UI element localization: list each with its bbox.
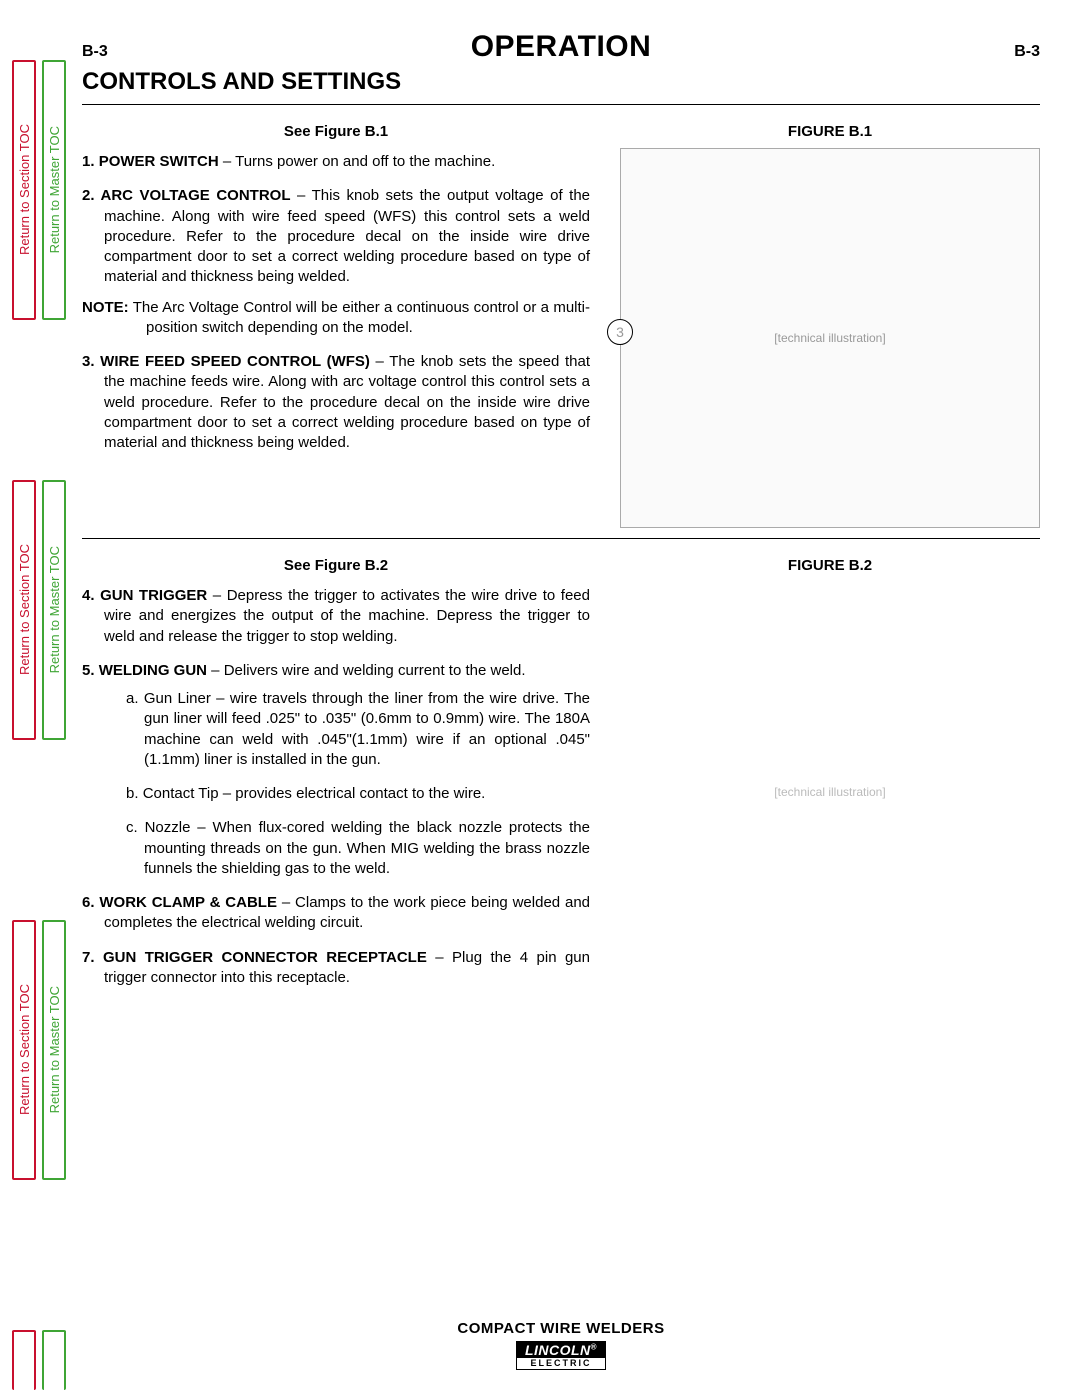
page-number-right: B-3 <box>1014 43 1040 61</box>
tab-label: Return to Section TOC <box>17 984 32 1115</box>
sub-gun-liner: a. Gun Liner – wire travels through the … <box>104 689 590 770</box>
tab-label: Return to Master TOC <box>47 986 62 1113</box>
return-section-toc-link[interactable]: Return to Section TOC <box>12 920 36 1180</box>
return-master-toc-link[interactable] <box>42 1330 66 1390</box>
tab-label: Return to Section TOC <box>17 544 32 675</box>
section-1-text: See Figure B.1 1. POWER SWITCH – Turns p… <box>82 123 590 528</box>
item-gun-trigger-receptacle: 7. GUN TRIGGER CONNECTOR RECEPTACLE – Pl… <box>82 948 590 989</box>
item-power-switch: 1. POWER SWITCH – Turns power on and off… <box>82 152 590 172</box>
arc-voltage-note: NOTE: The Arc Voltage Control will be ei… <box>82 298 590 339</box>
item-welding-gun: 5. WELDING GUN – Delivers wire and weldi… <box>82 661 590 879</box>
figure-b2-image: [technical illustration] <box>620 582 1040 1002</box>
return-section-toc-link[interactable] <box>12 1330 36 1390</box>
footer-product: COMPACT WIRE WELDERS <box>82 1320 1040 1337</box>
tab-label <box>17 1359 32 1363</box>
return-master-toc-link[interactable]: Return to Master TOC <box>42 480 66 740</box>
tab-label <box>47 1359 62 1363</box>
section-subtitle: CONTROLS AND SETTINGS <box>82 68 1040 96</box>
page-content: B-3 OPERATION B-3 CONTROLS AND SETTINGS … <box>82 30 1040 1002</box>
section-2-text: See Figure B.2 4. GUN TRIGGER – Depress … <box>82 557 590 1002</box>
section-2: See Figure B.2 4. GUN TRIGGER – Depress … <box>82 557 1040 1002</box>
divider <box>82 104 1040 105</box>
figure-b1-column: FIGURE B.1 [technical illustration] 3 <box>620 123 1040 528</box>
see-figure-b2: See Figure B.2 <box>82 557 590 574</box>
item-gun-trigger: 4. GUN TRIGGER – Depress the trigger to … <box>82 586 590 647</box>
return-master-toc-link[interactable]: Return to Master TOC <box>42 60 66 320</box>
return-master-toc-link[interactable]: Return to Master TOC <box>42 920 66 1180</box>
page-header: B-3 OPERATION B-3 <box>82 30 1040 64</box>
figure-b2-column: FIGURE B.2 [technical illustration] <box>620 557 1040 1002</box>
divider <box>82 538 1040 539</box>
side-tab-container: Return to Section TOC Return to Master T… <box>12 0 68 1397</box>
tab-label: Return to Master TOC <box>47 546 62 673</box>
figure-b1-label: FIGURE B.1 <box>620 123 1040 140</box>
see-figure-b1: See Figure B.1 <box>82 123 590 140</box>
tab-label: Return to Master TOC <box>47 126 62 253</box>
figure-b2-label: FIGURE B.2 <box>620 557 1040 574</box>
main-title: OPERATION <box>471 30 652 64</box>
sub-nozzle: c. Nozzle – When flux-cored welding the … <box>104 818 590 879</box>
item-wire-feed-speed: 3. WIRE FEED SPEED CONTROL (WFS) – The k… <box>82 352 590 453</box>
return-section-toc-link[interactable]: Return to Section TOC <box>12 60 36 320</box>
page-number-left: B-3 <box>82 43 108 61</box>
item-work-clamp: 6. WORK CLAMP & CABLE – Clamps to the wo… <box>82 893 590 934</box>
callout-3: 3 <box>607 319 633 345</box>
tab-label: Return to Section TOC <box>17 124 32 255</box>
figure-b1-image: [technical illustration] 3 <box>620 148 1040 528</box>
section-1: See Figure B.1 1. POWER SWITCH – Turns p… <box>82 123 1040 528</box>
item-arc-voltage: 2. ARC VOLTAGE CONTROL – This knob sets … <box>82 186 590 287</box>
return-section-toc-link[interactable]: Return to Section TOC <box>12 480 36 740</box>
page-footer: COMPACT WIRE WELDERS LINCOLN® ELECTRIC <box>82 1320 1040 1371</box>
lincoln-electric-logo: LINCOLN® ELECTRIC <box>516 1341 606 1370</box>
sub-contact-tip: b. Contact Tip – provides electrical con… <box>104 784 590 804</box>
